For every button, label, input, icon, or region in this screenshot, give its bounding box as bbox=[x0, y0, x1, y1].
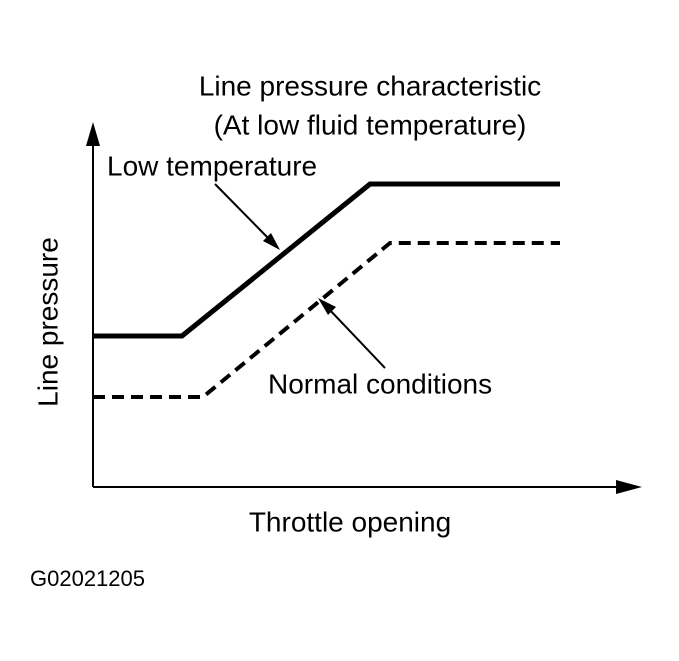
pointer-head bbox=[263, 233, 280, 250]
figure-id: G02021205 bbox=[30, 566, 145, 591]
curve-label: Low temperature bbox=[107, 150, 317, 181]
title-line: (At low fluid temperature) bbox=[214, 109, 527, 140]
curve-label: Normal conditions bbox=[268, 368, 492, 399]
low-temperature-curve bbox=[93, 181, 560, 339]
normal-conditions-curve bbox=[93, 241, 560, 399]
y-axis-label: Line pressure bbox=[32, 237, 63, 407]
y-axis-arrow bbox=[86, 122, 100, 146]
x-axis-arrow bbox=[616, 480, 642, 494]
title-line: Line pressure characteristic bbox=[199, 70, 541, 101]
pointer bbox=[326, 306, 386, 369]
pointer bbox=[214, 183, 273, 243]
pointer-head bbox=[318, 298, 336, 315]
x-axis-label: Throttle opening bbox=[249, 506, 451, 537]
